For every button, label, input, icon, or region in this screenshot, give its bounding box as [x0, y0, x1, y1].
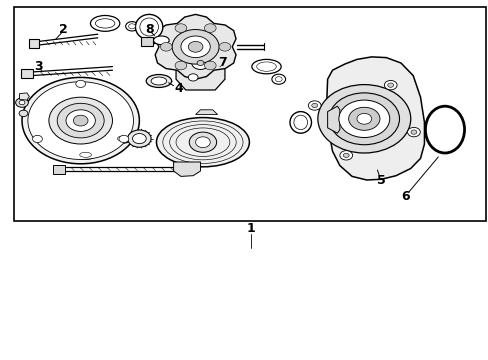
Text: 4: 4: [174, 82, 183, 95]
Circle shape: [188, 41, 203, 52]
Circle shape: [127, 130, 151, 147]
Circle shape: [219, 42, 230, 51]
Circle shape: [384, 80, 396, 90]
Polygon shape: [327, 106, 339, 133]
Circle shape: [132, 134, 146, 144]
Circle shape: [19, 100, 25, 105]
Text: 7: 7: [218, 57, 226, 69]
Polygon shape: [141, 37, 152, 46]
Circle shape: [410, 130, 416, 134]
Ellipse shape: [76, 150, 95, 159]
Ellipse shape: [293, 115, 307, 130]
Circle shape: [308, 101, 321, 110]
Text: 2: 2: [59, 23, 68, 36]
Circle shape: [57, 103, 104, 138]
Text: 8: 8: [144, 23, 153, 36]
Ellipse shape: [113, 134, 131, 143]
Ellipse shape: [289, 112, 311, 133]
Circle shape: [28, 82, 133, 159]
Circle shape: [204, 61, 216, 70]
Polygon shape: [53, 165, 64, 174]
Ellipse shape: [251, 59, 281, 74]
Ellipse shape: [151, 77, 166, 85]
Circle shape: [49, 97, 112, 144]
Circle shape: [119, 135, 128, 143]
Polygon shape: [29, 39, 39, 48]
Circle shape: [22, 77, 139, 164]
Circle shape: [188, 74, 198, 81]
Ellipse shape: [135, 14, 163, 40]
Polygon shape: [21, 69, 33, 78]
Text: 5: 5: [376, 174, 385, 186]
Circle shape: [204, 24, 216, 32]
Circle shape: [175, 61, 186, 70]
Ellipse shape: [95, 19, 115, 28]
Circle shape: [66, 110, 95, 131]
Circle shape: [348, 107, 379, 130]
Circle shape: [181, 36, 210, 58]
Ellipse shape: [256, 62, 276, 71]
Circle shape: [160, 42, 172, 51]
Circle shape: [175, 24, 186, 32]
Polygon shape: [195, 110, 217, 114]
Circle shape: [339, 150, 352, 160]
Circle shape: [356, 113, 371, 124]
Circle shape: [16, 98, 28, 107]
Circle shape: [33, 135, 42, 143]
Circle shape: [73, 115, 88, 126]
Circle shape: [338, 100, 389, 138]
Circle shape: [311, 103, 317, 108]
Ellipse shape: [140, 18, 158, 36]
Polygon shape: [326, 57, 424, 180]
Text: 6: 6: [401, 190, 409, 203]
Circle shape: [128, 24, 135, 29]
Ellipse shape: [156, 118, 249, 167]
Circle shape: [172, 30, 219, 64]
Circle shape: [317, 85, 410, 153]
Polygon shape: [173, 162, 200, 176]
Circle shape: [343, 153, 348, 157]
Circle shape: [191, 57, 209, 69]
Circle shape: [275, 77, 282, 82]
Bar: [14, 7, 485, 221]
Circle shape: [195, 137, 210, 148]
Text: 1: 1: [246, 222, 255, 235]
Ellipse shape: [90, 15, 120, 31]
Circle shape: [125, 22, 138, 31]
Ellipse shape: [117, 136, 127, 141]
Circle shape: [76, 80, 85, 87]
Polygon shape: [176, 32, 224, 90]
Circle shape: [328, 93, 399, 145]
Ellipse shape: [146, 75, 171, 87]
Ellipse shape: [80, 152, 91, 157]
Text: 3: 3: [34, 60, 42, 73]
Circle shape: [19, 110, 28, 117]
Circle shape: [387, 83, 393, 87]
Polygon shape: [155, 14, 236, 79]
Ellipse shape: [153, 36, 169, 45]
Polygon shape: [20, 93, 29, 100]
Circle shape: [197, 60, 203, 66]
Circle shape: [189, 132, 216, 152]
Circle shape: [407, 127, 419, 137]
Circle shape: [271, 74, 285, 84]
